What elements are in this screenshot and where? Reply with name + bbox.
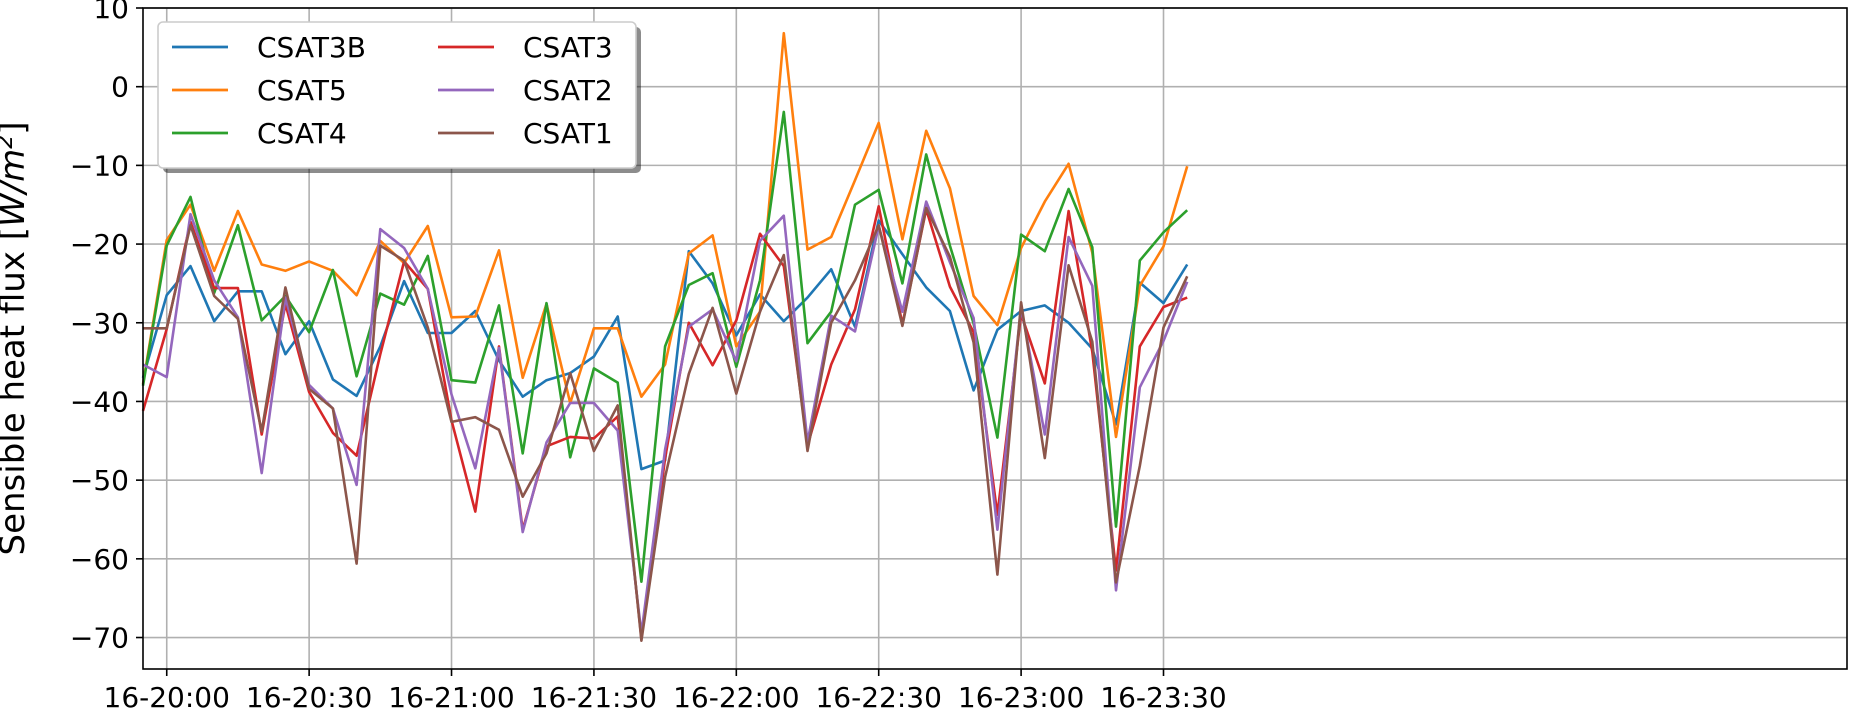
x-tick-label: 16-20:30	[246, 681, 372, 714]
x-tick-label: 16-21:00	[388, 681, 514, 714]
plot-frame	[142, 7, 1848, 670]
legend-label-csat3: CSAT3	[523, 31, 613, 64]
y-axis-label-sup: 2	[0, 135, 18, 149]
y-tick-label: 0	[111, 71, 129, 104]
y-tick-label: −50	[70, 464, 129, 497]
series-line-csat5	[141, 31, 1189, 439]
y-axis-label-close: ]	[0, 121, 33, 134]
x-tick-label: 16-22:30	[815, 681, 941, 714]
legend: CSAT3B CSAT5 CSAT4 CSAT3 CSAT2 CSAT1	[157, 21, 641, 173]
legend-label-csat4: CSAT4	[257, 117, 347, 150]
legend-label-csat1: CSAT1	[523, 117, 613, 150]
legend-label-csat5: CSAT5	[257, 74, 347, 107]
y-axis-label-unit: W/m	[0, 149, 33, 227]
y-tick-label: −10	[70, 149, 129, 182]
x-tick-label: 16-20:00	[104, 681, 230, 714]
legend-label-csat3b: CSAT3B	[257, 31, 366, 64]
y-tick-label: −60	[70, 543, 129, 576]
y-tick-label: −40	[70, 385, 129, 418]
x-tick-label: 16-23:30	[1100, 681, 1226, 714]
y-tick-label: −70	[70, 622, 129, 655]
x-axis-ticks: 16-20:00 16-20:30 16-21:00 16-21:30 16-22:00…	[104, 669, 1227, 714]
legend-label-csat2: CSAT2	[523, 74, 613, 107]
series-line-csat1	[143, 206, 1189, 643]
y-tick-label: −30	[70, 307, 129, 340]
x-tick-label: 16-23:00	[958, 681, 1084, 714]
legend-box	[157, 21, 637, 169]
y-axis-label-main: Sensible heat flux [	[0, 227, 33, 556]
y-axis-label: Sensible heat flux [W/m2]	[0, 121, 33, 555]
series-lines	[141, 31, 1189, 643]
y-tick-label: −20	[70, 228, 129, 261]
y-axis-ticks: 10 0 −10 −20 −30 −40 −50 −60 −70	[70, 0, 143, 655]
series-line-csat4	[141, 110, 1189, 584]
x-tick-label: 16-22:00	[673, 681, 799, 714]
x-tick-label: 16-21:30	[531, 681, 657, 714]
y-tick-label: 10	[93, 0, 129, 25]
